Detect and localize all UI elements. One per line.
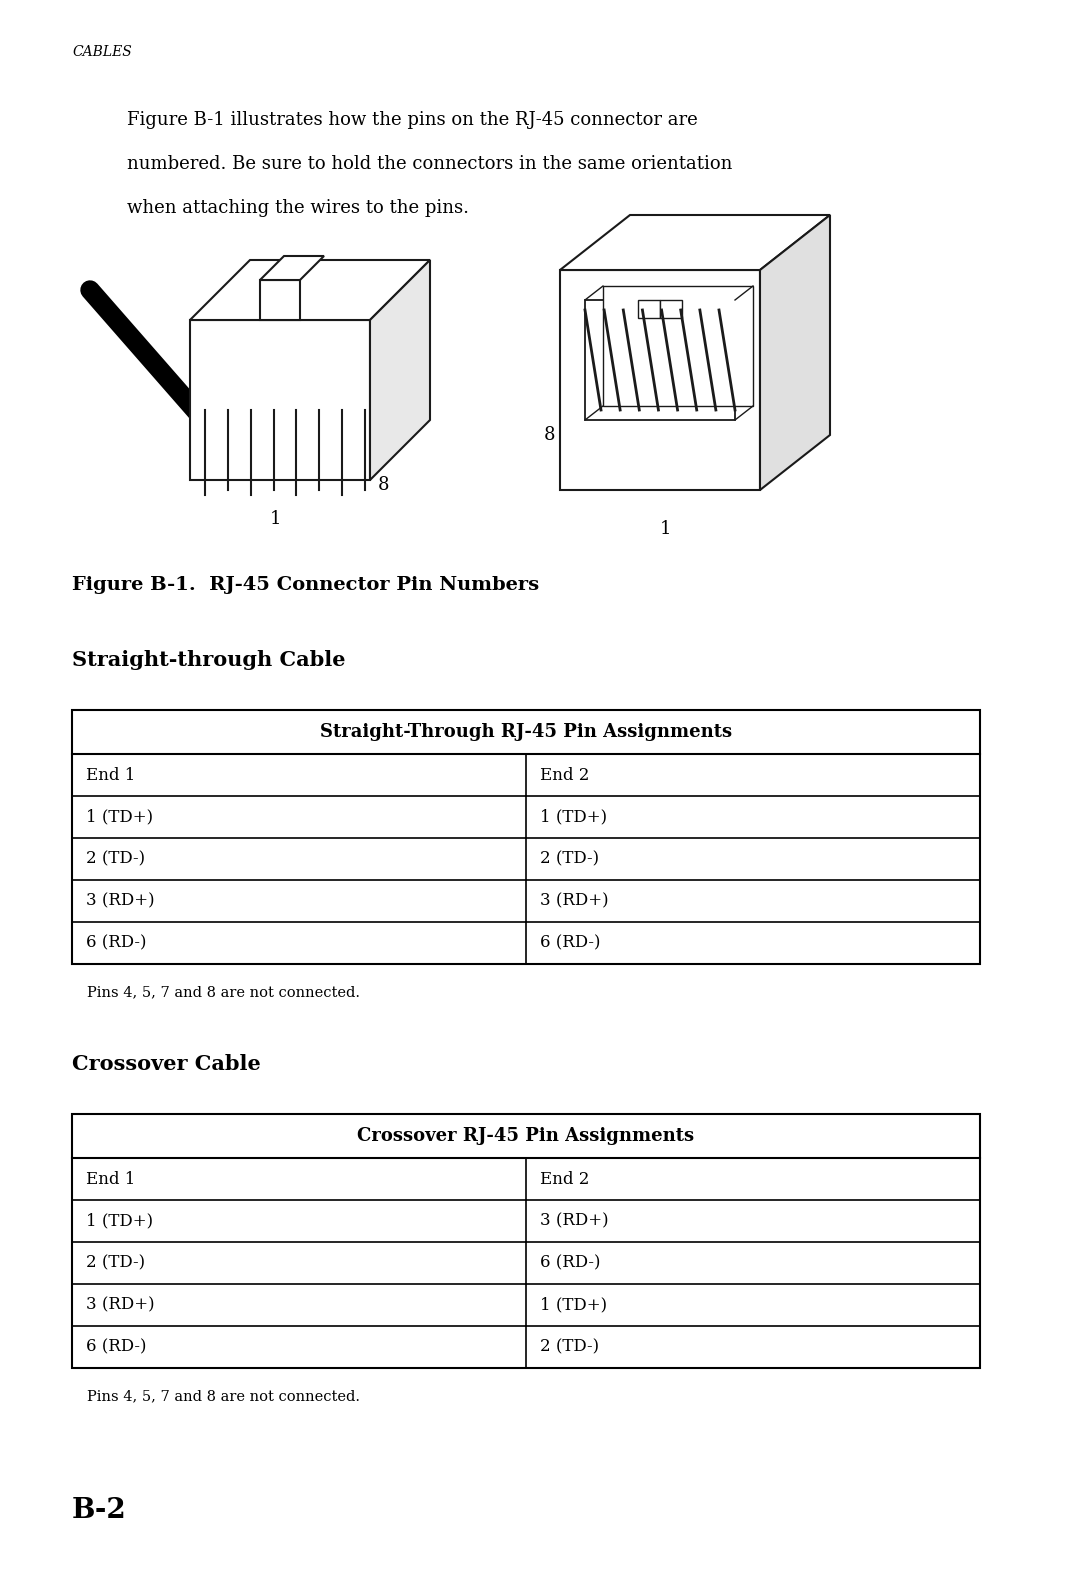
Text: End 1: End 1: [86, 1171, 135, 1187]
Polygon shape: [370, 261, 430, 480]
Text: 6 (RD-): 6 (RD-): [86, 934, 147, 951]
Text: 6 (RD-): 6 (RD-): [540, 934, 600, 951]
Bar: [72, 710, 980, 964]
Text: 6 (RD-): 6 (RD-): [540, 1254, 600, 1272]
Text: 8: 8: [543, 425, 555, 444]
Polygon shape: [760, 215, 831, 490]
Text: End 2: End 2: [540, 766, 590, 783]
Text: 2 (TD-): 2 (TD-): [86, 1254, 145, 1272]
Polygon shape: [260, 279, 300, 320]
Polygon shape: [190, 261, 430, 320]
Polygon shape: [660, 300, 681, 319]
Text: 2 (TD-): 2 (TD-): [540, 1339, 599, 1355]
Text: 1: 1: [659, 520, 671, 539]
Text: 2 (TD-): 2 (TD-): [540, 851, 599, 868]
Text: Crossover Cable: Crossover Cable: [72, 1053, 260, 1074]
Text: 1 (TD+): 1 (TD+): [86, 809, 153, 826]
Text: Crossover RJ-45 Pin Assignments: Crossover RJ-45 Pin Assignments: [357, 1127, 694, 1145]
Polygon shape: [585, 300, 735, 421]
Text: 2 (TD-): 2 (TD-): [86, 851, 145, 868]
Text: 1: 1: [269, 510, 281, 528]
Text: End 1: End 1: [86, 766, 135, 783]
Text: Straight-Through RJ-45 Pin Assignments: Straight-Through RJ-45 Pin Assignments: [320, 724, 732, 741]
Text: 1 (TD+): 1 (TD+): [540, 1297, 607, 1314]
Bar: [72, 1115, 980, 1367]
Polygon shape: [603, 286, 753, 407]
Text: Pins 4, 5, 7 and 8 are not connected.: Pins 4, 5, 7 and 8 are not connected.: [87, 984, 360, 999]
Text: 6 (RD-): 6 (RD-): [86, 1339, 147, 1355]
Text: 3 (RD+): 3 (RD+): [540, 892, 609, 909]
Polygon shape: [638, 300, 660, 319]
Polygon shape: [561, 270, 760, 490]
Text: Straight-through Cable: Straight-through Cable: [72, 650, 346, 670]
Text: Pins 4, 5, 7 and 8 are not connected.: Pins 4, 5, 7 and 8 are not connected.: [87, 1389, 360, 1404]
Polygon shape: [260, 256, 324, 279]
Text: End 2: End 2: [540, 1171, 590, 1187]
Polygon shape: [190, 320, 370, 480]
Text: when attaching the wires to the pins.: when attaching the wires to the pins.: [127, 199, 469, 217]
Text: 1 (TD+): 1 (TD+): [540, 809, 607, 826]
Text: 3 (RD+): 3 (RD+): [540, 1212, 609, 1229]
Text: numbered. Be sure to hold the connectors in the same orientation: numbered. Be sure to hold the connectors…: [127, 155, 732, 173]
Text: Figure B-1 illustrates how the pins on the RJ-45 connector are: Figure B-1 illustrates how the pins on t…: [127, 111, 698, 129]
Text: 1 (TD+): 1 (TD+): [86, 1212, 153, 1229]
Text: 8: 8: [378, 476, 390, 495]
Polygon shape: [561, 215, 831, 270]
Text: 3 (RD+): 3 (RD+): [86, 1297, 154, 1314]
Text: Figure B-1.  RJ-45 Connector Pin Numbers: Figure B-1. RJ-45 Connector Pin Numbers: [72, 576, 539, 593]
Text: B-2: B-2: [72, 1496, 126, 1523]
Text: CABLES: CABLES: [72, 46, 132, 60]
Text: 3 (RD+): 3 (RD+): [86, 892, 154, 909]
